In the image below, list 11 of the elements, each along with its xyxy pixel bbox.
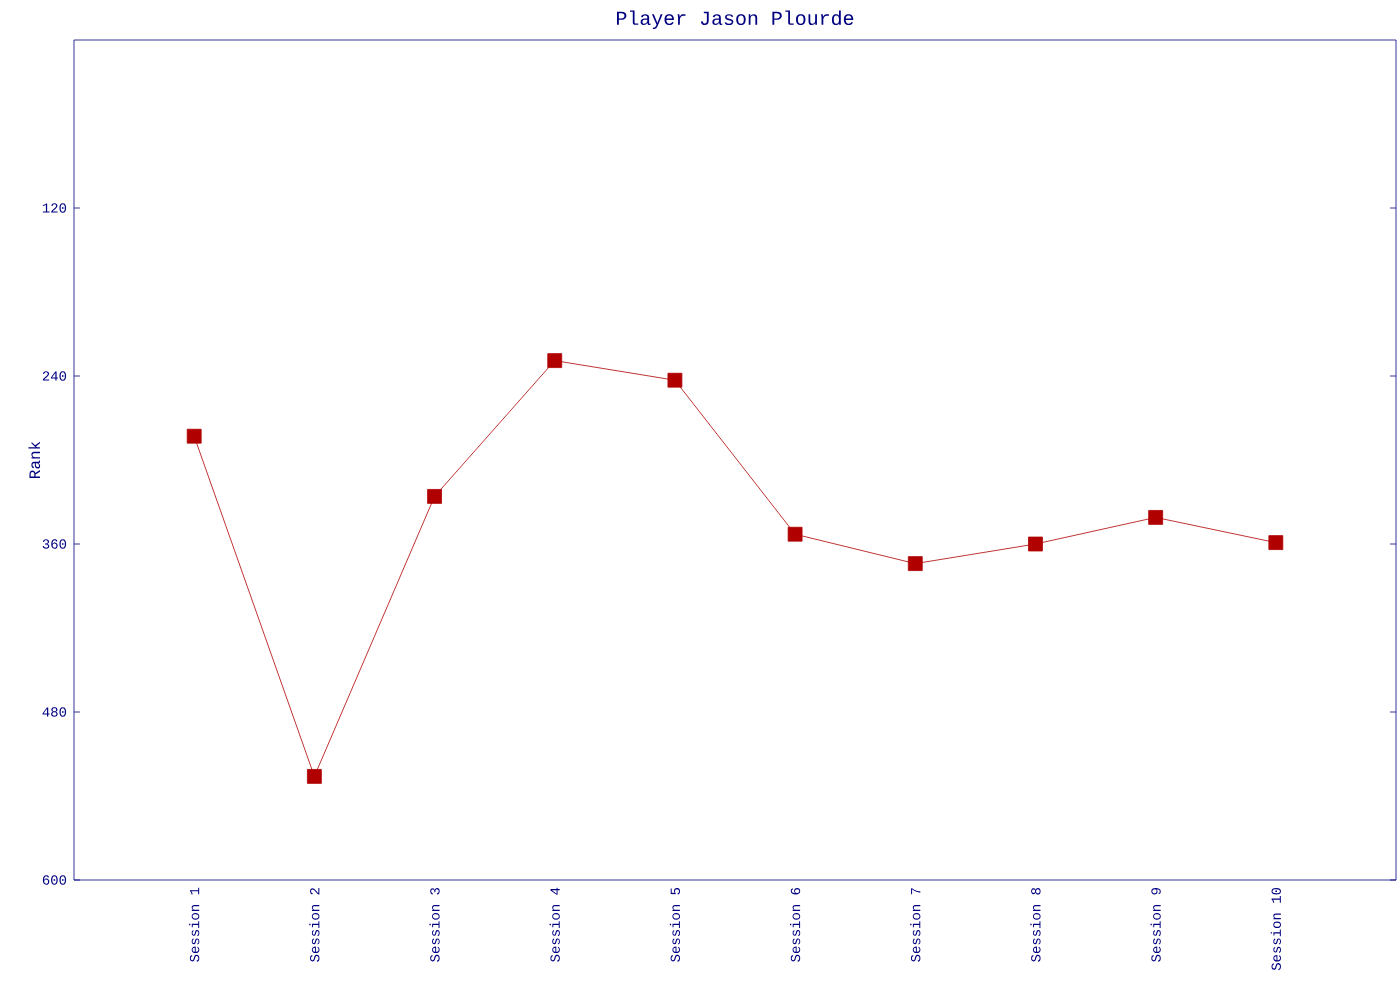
point (186, 428, 202, 444)
point (787, 526, 803, 542)
point (1148, 510, 1164, 525)
point (1028, 536, 1043, 552)
chart-title: Player Jason Plourde (617, 10, 854, 29)
point (306, 769, 322, 784)
point (907, 556, 923, 571)
point (1268, 535, 1284, 550)
point (667, 372, 683, 388)
point (547, 353, 563, 368)
point (427, 489, 442, 504)
